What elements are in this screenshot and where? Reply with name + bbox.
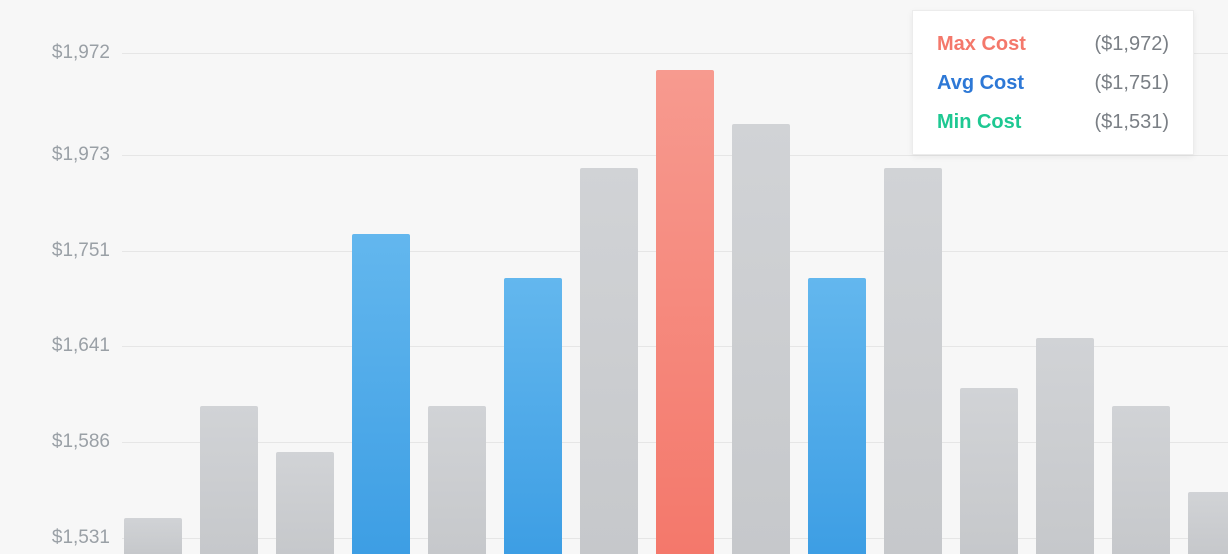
- y-tick-label: $1,586: [52, 431, 110, 453]
- bar: [884, 168, 942, 554]
- bar: [1188, 492, 1228, 554]
- cost-chart: $1,972 $1,973 $1,751 $1,641 $1,586 $1,53…: [0, 0, 1228, 554]
- y-tick-label: $1,641: [52, 335, 110, 357]
- bar: [504, 278, 562, 554]
- bar: [1112, 406, 1170, 554]
- legend-value: ($1,531): [1095, 111, 1170, 134]
- y-tick-label: $1,751: [52, 240, 110, 262]
- legend-value: ($1,972): [1095, 33, 1170, 56]
- bar: [732, 124, 790, 554]
- bar: [960, 388, 1018, 554]
- bar: [428, 406, 486, 554]
- bar: [580, 168, 638, 554]
- legend-row-min: Min Cost ($1,531): [937, 111, 1169, 134]
- bar: [656, 70, 714, 554]
- y-tick-label: $1,973: [52, 144, 110, 166]
- legend-label: Min Cost: [937, 111, 1021, 134]
- legend-label: Max Cost: [937, 33, 1026, 56]
- y-axis: $1,972 $1,973 $1,751 $1,641 $1,586 $1,53…: [0, 0, 122, 554]
- bar: [808, 278, 866, 554]
- bar: [124, 518, 182, 554]
- bar: [276, 452, 334, 554]
- bar: [1036, 338, 1094, 554]
- legend: Max Cost ($1,972) Avg Cost ($1,751) Min …: [912, 10, 1194, 155]
- y-tick-label: $1,972: [52, 42, 110, 64]
- legend-row-max: Max Cost ($1,972): [937, 33, 1169, 56]
- legend-row-avg: Avg Cost ($1,751): [937, 72, 1169, 95]
- bar: [200, 406, 258, 554]
- legend-value: ($1,751): [1095, 72, 1170, 95]
- bar: [352, 234, 410, 554]
- legend-label: Avg Cost: [937, 72, 1024, 95]
- y-tick-label: $1,531: [52, 527, 110, 549]
